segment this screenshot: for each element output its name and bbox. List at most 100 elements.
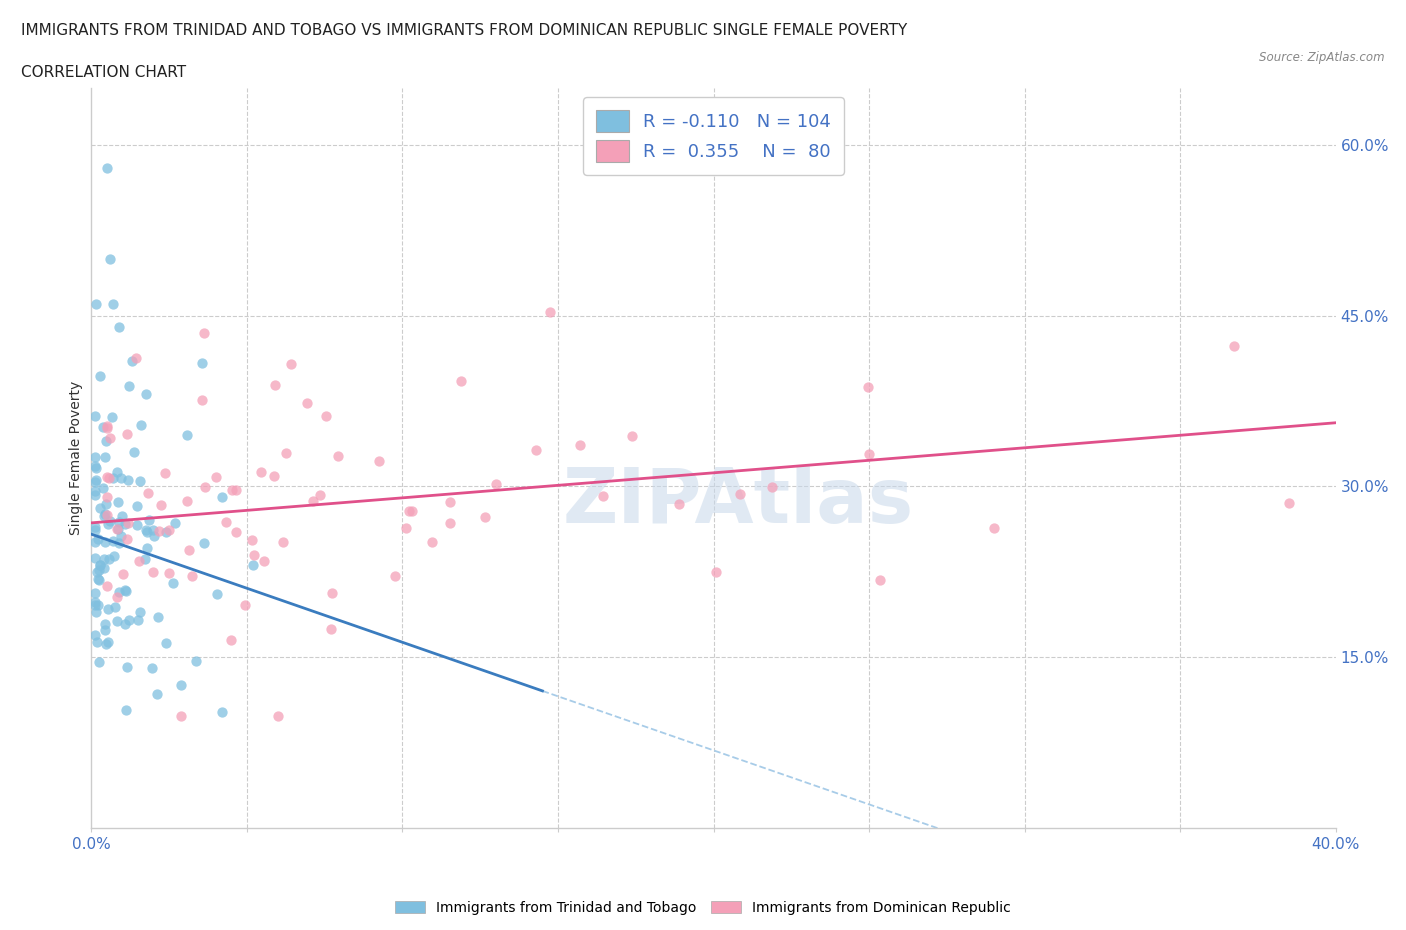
Point	[271, 535, 294, 550]
Point	[274, 445, 297, 460]
Point	[143, 529, 166, 544]
Point	[157, 566, 180, 581]
Point	[94, 449, 117, 464]
Point	[96, 578, 118, 593]
Point	[96, 490, 118, 505]
Point	[93, 551, 115, 566]
Point	[91, 481, 114, 496]
Point	[128, 553, 150, 568]
Point	[280, 356, 302, 371]
Point	[96, 418, 118, 433]
Point	[91, 419, 114, 434]
Point	[1278, 496, 1301, 511]
Point	[193, 536, 215, 551]
Legend: R = -0.110   N = 104, R =  0.355    N =  80: R = -0.110 N = 104, R = 0.355 N = 80	[583, 98, 844, 175]
Point	[146, 687, 169, 702]
Point	[450, 374, 472, 389]
Point	[114, 516, 136, 531]
Point	[101, 297, 124, 312]
Point	[620, 429, 643, 444]
Point	[124, 351, 146, 365]
Text: Source: ZipAtlas.com: Source: ZipAtlas.com	[1260, 51, 1385, 64]
Point	[194, 480, 217, 495]
Point	[170, 678, 193, 693]
Point	[83, 551, 105, 565]
Point	[1223, 339, 1246, 353]
Point	[96, 470, 118, 485]
Point	[240, 532, 263, 547]
Point	[101, 410, 124, 425]
Point	[107, 521, 129, 536]
Point	[112, 566, 135, 581]
Point	[180, 568, 202, 583]
Point	[704, 565, 727, 579]
Point	[384, 568, 406, 583]
Point	[121, 354, 143, 369]
Point	[117, 426, 139, 441]
Point	[87, 563, 110, 578]
Point	[225, 525, 247, 539]
Point	[94, 535, 117, 550]
Point	[242, 558, 264, 573]
Point	[98, 251, 121, 266]
Point	[127, 499, 149, 514]
Point	[89, 500, 111, 515]
Point	[96, 161, 118, 176]
Point	[856, 379, 879, 394]
Point	[146, 610, 169, 625]
Point	[302, 494, 325, 509]
Point	[321, 586, 343, 601]
Point	[135, 387, 157, 402]
Point	[368, 454, 391, 469]
Point	[118, 379, 141, 393]
Point	[309, 487, 332, 502]
Point	[225, 483, 247, 498]
Point	[96, 420, 118, 435]
Point	[98, 513, 121, 528]
Text: ZIPAtlas: ZIPAtlas	[562, 465, 914, 539]
Point	[170, 709, 193, 724]
Point	[89, 558, 111, 573]
Point	[83, 586, 105, 601]
Point	[86, 634, 108, 649]
Point	[134, 551, 156, 566]
Point	[83, 520, 105, 535]
Point	[211, 704, 233, 719]
Point	[315, 409, 337, 424]
Point	[215, 514, 238, 529]
Point	[83, 534, 105, 549]
Point	[267, 709, 290, 724]
Point	[184, 654, 207, 669]
Point	[142, 565, 165, 579]
Point	[129, 418, 152, 432]
Point	[485, 476, 508, 491]
Point	[568, 438, 591, 453]
Point	[87, 572, 110, 587]
Point	[191, 392, 214, 407]
Point	[97, 517, 120, 532]
Point	[94, 497, 117, 512]
Point	[155, 525, 177, 539]
Text: CORRELATION CHART: CORRELATION CHART	[21, 65, 186, 80]
Text: IMMIGRANTS FROM TRINIDAD AND TOBAGO VS IMMIGRANTS FROM DOMINICAN REPUBLIC SINGLE: IMMIGRANTS FROM TRINIDAD AND TOBAGO VS I…	[21, 23, 907, 38]
Point	[176, 428, 198, 443]
Point	[93, 561, 115, 576]
Point	[107, 495, 129, 510]
Point	[242, 548, 264, 563]
Point	[103, 549, 125, 564]
Point	[83, 474, 105, 489]
Point	[83, 598, 105, 613]
Point	[87, 572, 110, 587]
Point	[97, 634, 120, 649]
Point	[439, 495, 461, 510]
Point	[136, 485, 159, 500]
Point	[395, 521, 418, 536]
Point	[295, 395, 318, 410]
Point	[110, 471, 132, 485]
Point	[84, 461, 107, 476]
Point	[162, 576, 184, 591]
Point	[138, 512, 160, 527]
Point	[101, 534, 124, 549]
Point	[149, 498, 172, 512]
Point	[93, 509, 115, 524]
